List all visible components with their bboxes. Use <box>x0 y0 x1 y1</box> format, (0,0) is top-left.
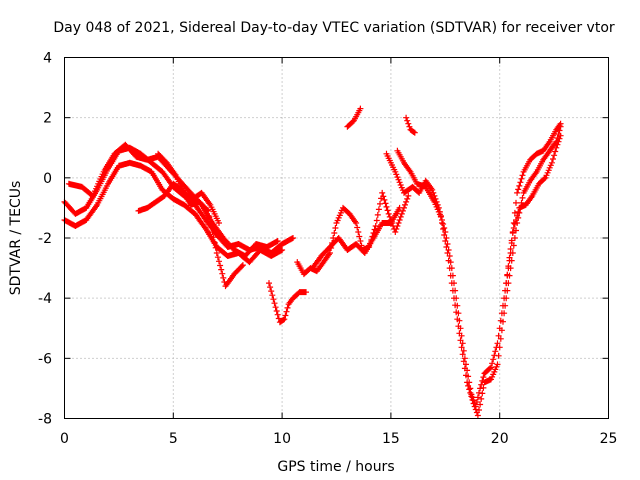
data-point-markers <box>503 132 564 287</box>
data-point-markers <box>403 114 418 136</box>
series-track-13 <box>503 132 564 287</box>
x-tick-label: 20 <box>491 431 509 447</box>
series-track-10 <box>383 120 564 410</box>
y-tick-label: -2 <box>38 231 52 247</box>
data-point-markers <box>309 204 403 272</box>
series-track-9 <box>344 105 364 130</box>
data-point-markers <box>394 123 564 419</box>
y-axis-label: SDTVAR / TECUs <box>8 181 24 296</box>
data-point-markers <box>294 189 412 278</box>
data-point-markers <box>383 120 564 410</box>
series-track-8 <box>309 204 403 272</box>
y-tick-label: -6 <box>38 351 52 367</box>
y-tick-label: 0 <box>43 171 52 187</box>
y-tick-label: -4 <box>38 291 52 307</box>
x-tick-label: 25 <box>600 431 618 447</box>
y-tick-label: 2 <box>43 111 52 127</box>
series-track-5 <box>155 150 222 226</box>
tick-labels-layer: 0 5 10 15 20 25 -8 -6 -4 -2 0 2 4 <box>38 51 617 448</box>
ticks-layer <box>64 57 609 419</box>
data-point-markers <box>266 280 309 326</box>
series-track-11 <box>394 123 564 419</box>
x-tick-label: 0 <box>60 431 69 447</box>
data-point-markers <box>155 150 222 226</box>
series-track-7 <box>294 189 412 278</box>
x-axis-label: GPS time / hours <box>277 459 394 475</box>
data-point-markers <box>344 105 364 130</box>
series-track-6 <box>266 280 309 326</box>
y-tick-label: -8 <box>38 412 52 428</box>
x-tick-label: 5 <box>169 431 178 447</box>
chart-title: Day 048 of 2021, Sidereal Day-to-day VTE… <box>53 20 615 36</box>
y-tick-label: 4 <box>43 51 52 67</box>
x-tick-label: 10 <box>273 431 291 447</box>
series-track-12 <box>403 114 418 136</box>
marks-layer <box>61 105 564 419</box>
x-tick-label: 15 <box>382 431 400 447</box>
